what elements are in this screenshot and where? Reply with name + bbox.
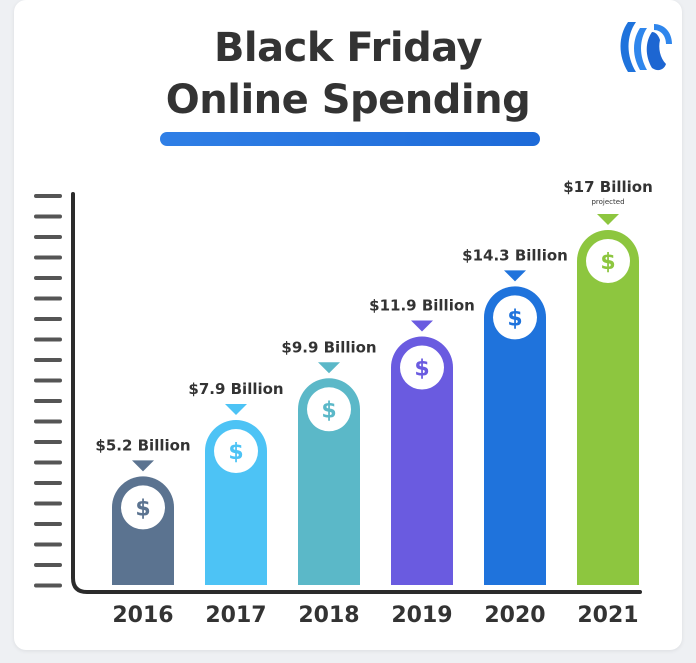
page-title: Black Friday Online Spending <box>0 22 696 126</box>
title-line-2: Online Spending <box>165 77 531 123</box>
dollar-symbol: $ <box>414 357 429 382</box>
pointer-triangle <box>225 404 247 416</box>
chart-axis <box>71 192 642 594</box>
bars-group: $$5.2 Billion $$7.9 Billion$$9.9 Billion$… <box>95 178 653 586</box>
pointer-triangle <box>597 214 619 225</box>
x-tick-label: 2017 <box>205 603 266 628</box>
title-line-1: Black Friday <box>213 25 483 71</box>
dollar-icon <box>214 429 258 474</box>
data-label: $9.9 Billion <box>281 338 376 356</box>
data-label: $11.9 Billion <box>369 297 475 315</box>
x-tick-label: 2020 <box>484 603 545 628</box>
annotation-label: projected <box>591 198 624 206</box>
dollar-icon <box>307 387 351 432</box>
bar <box>298 378 360 585</box>
pointer-triangle <box>411 320 433 332</box>
data-label: $7.9 Billion <box>188 380 283 398</box>
dollar-icon <box>493 295 537 340</box>
pointer-triangle <box>318 362 340 374</box>
dollar-symbol: $ <box>135 496 150 521</box>
bar <box>484 286 546 585</box>
pointer-triangle <box>132 460 154 472</box>
dollar-symbol: $ <box>228 440 243 465</box>
bar-2020: $ $14.3 Billion <box>462 246 568 585</box>
pointer-triangle <box>504 270 526 282</box>
data-label: $5.2 Billion <box>95 436 190 454</box>
dollar-icon <box>400 345 444 390</box>
wave-logo-icon <box>620 22 672 72</box>
x-tick-label: 2021 <box>577 603 638 628</box>
bar-2021: $ $17 Billion projected <box>563 178 653 586</box>
dollar-symbol: $ <box>600 250 615 275</box>
dollar-icon <box>121 485 165 530</box>
dollar-icon <box>586 239 630 283</box>
bar <box>391 336 453 585</box>
dollar-symbol: $ <box>321 398 336 423</box>
data-label: $17 Billion <box>563 178 653 196</box>
title-underline <box>160 132 540 146</box>
axis-ticks <box>34 194 62 588</box>
bar <box>577 230 639 586</box>
bar-2017: $ $7.9 Billion <box>188 380 284 585</box>
dollar-symbol: $ <box>507 306 522 331</box>
data-label: $14.3 Billion <box>462 246 568 264</box>
bar-2016: $ $5.2 Billion <box>95 436 191 585</box>
x-tick-label: 2019 <box>391 603 452 628</box>
bar-2018: $ $9.9 Billion <box>281 338 377 585</box>
x-tick-label: 2018 <box>298 603 359 628</box>
x-tick-label: 2016 <box>112 603 173 628</box>
category-labels: 2016 2017 2018 2019 2020 2021 <box>112 603 638 628</box>
bar-2019: $ $11.9 Billion <box>369 297 475 585</box>
